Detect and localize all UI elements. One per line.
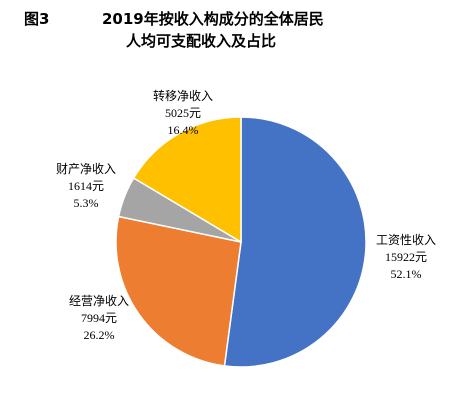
slice-label-value-property: 1614元 bbox=[68, 179, 104, 193]
label-group-property: 财产净收入 1614元 5.3% bbox=[56, 162, 116, 210]
label-group-transfer: 转移净收入 5025元 16.4% bbox=[153, 88, 213, 137]
slice-label-value-business: 7994元 bbox=[81, 311, 117, 325]
pie-slice-transfer bbox=[132, 116, 242, 243]
slice-label-name-transfer: 转移净收入 bbox=[153, 88, 213, 103]
slice-label-name-business: 经营净收入 bbox=[69, 294, 129, 308]
pie-slice-business bbox=[115, 215, 242, 367]
title-line-2: 人均可支配收入及占比 bbox=[126, 32, 277, 50]
label-group-business: 经营净收入 7994元 26.2% bbox=[69, 294, 129, 342]
slice-label-percent-property: 5.3% bbox=[74, 196, 99, 210]
slice-label-name-property: 财产净收入 bbox=[56, 162, 116, 176]
title-line-1: 2019年按收入构成分的全体居民 bbox=[102, 10, 324, 28]
slice-label-percent-business: 26.2% bbox=[84, 328, 115, 342]
slice-label-percent-transfer: 16.4% bbox=[168, 123, 199, 137]
pie-slices bbox=[115, 116, 367, 368]
figure-label: 图3 bbox=[24, 10, 50, 28]
slice-label-value-wage: 15922元 bbox=[385, 250, 427, 264]
slice-label-percent-wage: 52.1% bbox=[391, 267, 422, 281]
label-group-wage: 工资性收入 15922元 52.1% bbox=[376, 233, 436, 281]
slice-label-value-transfer: 5025元 bbox=[165, 106, 201, 120]
slice-label-name-wage: 工资性收入 bbox=[376, 233, 436, 247]
pie-slice-wage bbox=[223, 116, 367, 368]
